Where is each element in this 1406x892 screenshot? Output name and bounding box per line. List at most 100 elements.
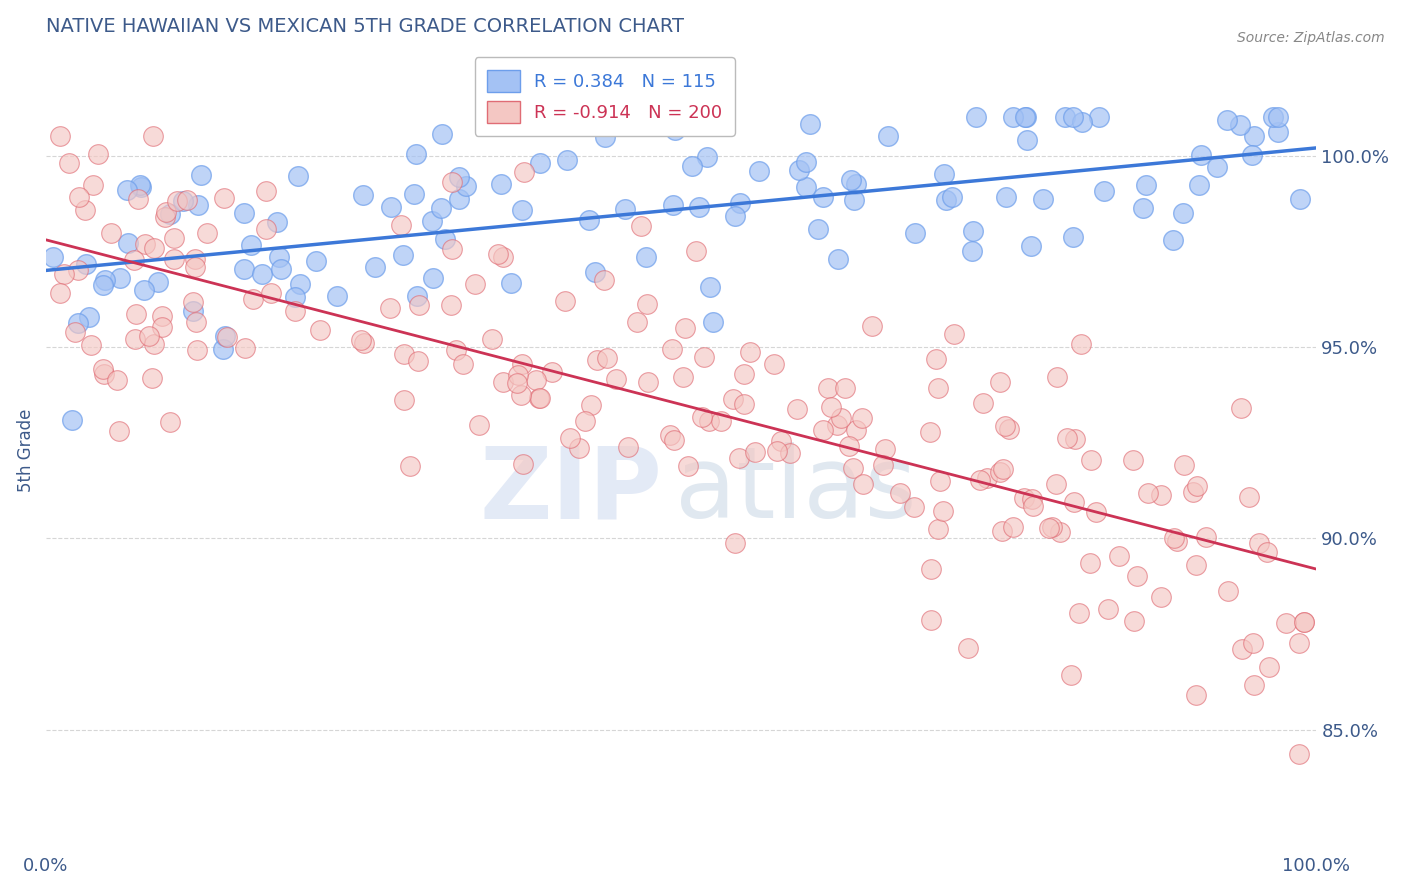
Point bbox=[108, 424, 131, 438]
Point bbox=[117, 235, 139, 250]
Point bbox=[1243, 128, 1265, 143]
Point bbox=[141, 371, 163, 385]
Point bbox=[994, 190, 1017, 204]
Point bbox=[664, 122, 686, 136]
Point bbox=[685, 244, 707, 259]
Point bbox=[526, 373, 548, 387]
Point bbox=[512, 457, 534, 471]
Point bbox=[728, 450, 751, 465]
Text: ZIP: ZIP bbox=[479, 442, 662, 539]
Point bbox=[267, 251, 290, 265]
Point bbox=[132, 284, 155, 298]
Point bbox=[181, 294, 204, 309]
Point bbox=[1136, 485, 1159, 500]
Point bbox=[844, 194, 866, 208]
Point bbox=[1149, 488, 1171, 502]
Point bbox=[434, 232, 457, 246]
Point bbox=[488, 110, 510, 124]
Text: Source: ZipAtlas.com: Source: ZipAtlas.com bbox=[1237, 31, 1385, 45]
Point bbox=[965, 110, 987, 124]
Point bbox=[190, 168, 212, 182]
Point bbox=[129, 179, 152, 194]
Point bbox=[212, 191, 235, 205]
Point bbox=[872, 458, 894, 473]
Point bbox=[529, 156, 551, 170]
Point bbox=[1001, 110, 1024, 124]
Point bbox=[501, 276, 523, 290]
Point bbox=[212, 343, 235, 357]
Point bbox=[217, 330, 239, 344]
Point bbox=[48, 129, 70, 144]
Point bbox=[617, 440, 640, 454]
Point bbox=[1288, 747, 1310, 761]
Point bbox=[1092, 184, 1115, 198]
Point bbox=[942, 326, 965, 341]
Text: NATIVE HAWAIIAN VS MEXICAN 5TH GRADE CORRELATION CHART: NATIVE HAWAIIAN VS MEXICAN 5TH GRADE COR… bbox=[46, 17, 683, 36]
Point bbox=[284, 304, 307, 318]
Point bbox=[159, 207, 181, 221]
Point bbox=[583, 265, 606, 279]
Point bbox=[380, 200, 402, 214]
Point bbox=[481, 332, 503, 346]
Point bbox=[787, 163, 810, 178]
Point bbox=[925, 351, 948, 366]
Point bbox=[1258, 660, 1281, 674]
Point bbox=[699, 414, 721, 428]
Point bbox=[593, 130, 616, 145]
Point bbox=[1132, 201, 1154, 215]
Point bbox=[453, 358, 475, 372]
Point bbox=[769, 434, 792, 449]
Point bbox=[195, 227, 218, 241]
Point bbox=[254, 222, 277, 236]
Point bbox=[441, 175, 464, 189]
Point bbox=[845, 177, 868, 191]
Point bbox=[991, 462, 1014, 476]
Point bbox=[464, 277, 486, 291]
Point bbox=[903, 500, 925, 515]
Point bbox=[508, 368, 530, 383]
Point bbox=[1195, 530, 1218, 544]
Point bbox=[1256, 545, 1278, 559]
Point bbox=[405, 147, 427, 161]
Point bbox=[929, 474, 952, 488]
Point bbox=[630, 219, 652, 234]
Point bbox=[1123, 614, 1146, 628]
Point bbox=[568, 442, 591, 456]
Point bbox=[440, 242, 463, 256]
Point bbox=[288, 277, 311, 291]
Point bbox=[932, 167, 955, 181]
Point bbox=[1015, 110, 1038, 124]
Point bbox=[1078, 556, 1101, 570]
Point bbox=[163, 230, 186, 244]
Point bbox=[1181, 485, 1204, 500]
Point bbox=[724, 209, 747, 223]
Point bbox=[1171, 206, 1194, 220]
Point bbox=[733, 367, 755, 381]
Point bbox=[920, 613, 942, 627]
Point bbox=[125, 307, 148, 321]
Point bbox=[834, 381, 856, 395]
Point bbox=[392, 347, 415, 361]
Point bbox=[284, 290, 307, 304]
Point bbox=[444, 343, 467, 357]
Point bbox=[1240, 147, 1263, 161]
Point bbox=[142, 242, 165, 256]
Point bbox=[1243, 678, 1265, 692]
Point bbox=[75, 257, 97, 271]
Point bbox=[1021, 491, 1043, 506]
Point bbox=[53, 268, 76, 282]
Point bbox=[100, 227, 122, 241]
Point bbox=[988, 465, 1011, 479]
Point bbox=[492, 250, 515, 264]
Point bbox=[93, 368, 115, 382]
Point bbox=[1067, 606, 1090, 620]
Point bbox=[962, 224, 984, 238]
Point bbox=[186, 343, 208, 357]
Point bbox=[93, 362, 115, 376]
Point bbox=[541, 365, 564, 379]
Point bbox=[1161, 234, 1184, 248]
Point bbox=[402, 187, 425, 202]
Point bbox=[1015, 133, 1038, 147]
Point bbox=[688, 200, 710, 214]
Point bbox=[817, 381, 839, 395]
